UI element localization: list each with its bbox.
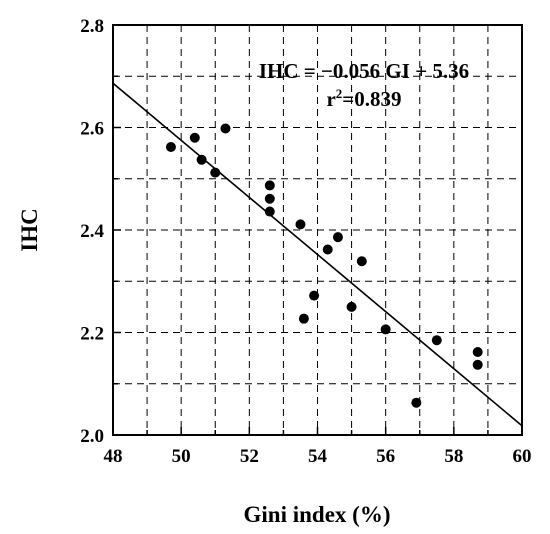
- data-point: [380, 324, 391, 335]
- data-points: [165, 123, 483, 408]
- regression-line-group: [112, 82, 523, 427]
- data-point: [332, 232, 343, 243]
- regression-line: [112, 82, 523, 427]
- data-point: [264, 180, 275, 191]
- y-axis-title: IHC: [17, 208, 42, 251]
- data-point: [165, 141, 176, 152]
- data-point: [356, 256, 367, 267]
- data-point: [431, 335, 442, 346]
- x-tick-label: 58: [444, 446, 463, 467]
- y-tick-labels: 2.0 2.2 2.4 2.6 2.8: [80, 16, 104, 447]
- x-tick-label: 48: [104, 446, 123, 467]
- data-point: [220, 123, 231, 134]
- data-point: [264, 206, 275, 217]
- y-tick-label: 2.2: [80, 324, 104, 345]
- data-point: [411, 397, 422, 408]
- x-tick-label: 60: [513, 446, 532, 467]
- x-tick-label: 50: [172, 446, 191, 467]
- data-point: [196, 154, 207, 165]
- x-tick-label: 52: [240, 446, 259, 467]
- data-point: [346, 301, 357, 312]
- x-tick-labels: 48 50 52 54 56 58 60: [104, 446, 532, 467]
- regression-equation: IHC = −0.056 GI + 5.36: [259, 59, 469, 83]
- data-point: [210, 167, 221, 178]
- data-point: [472, 359, 483, 370]
- data-point: [298, 313, 309, 324]
- x-tick-label: 56: [376, 446, 395, 467]
- data-point: [472, 346, 483, 357]
- y-tick-label: 2.4: [80, 221, 104, 242]
- data-point: [295, 219, 306, 230]
- x-tick-label: 54: [308, 446, 328, 467]
- y-tick-label: 2.8: [80, 16, 104, 37]
- y-tick-label: 2.0: [80, 426, 104, 447]
- data-point: [309, 290, 320, 301]
- x-axis-title: Gini index (%): [244, 502, 391, 527]
- y-tick-label: 2.6: [80, 119, 104, 140]
- grid-lines: [113, 25, 522, 435]
- data-point: [264, 193, 275, 204]
- r-squared-label: r2=0.839: [326, 86, 401, 111]
- plot-frame: [112, 24, 523, 436]
- data-point: [189, 132, 200, 143]
- data-point: [322, 244, 333, 255]
